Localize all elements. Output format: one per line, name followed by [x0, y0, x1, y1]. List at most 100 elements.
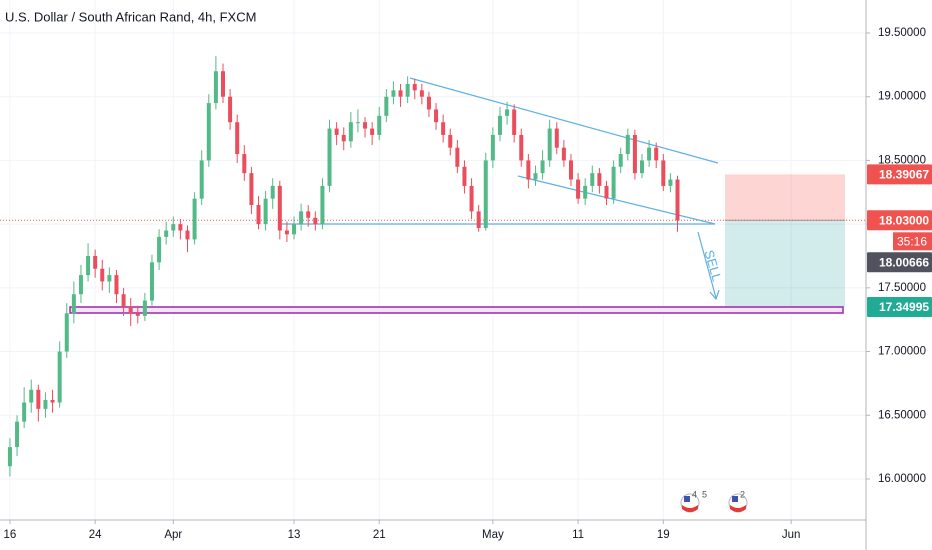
candle-body — [249, 173, 254, 206]
candle-body — [320, 185, 325, 225]
candle-body — [228, 96, 233, 123]
candle-body — [384, 96, 389, 116]
candle-body — [469, 185, 474, 212]
price-label: 18.00666 — [879, 255, 929, 269]
target-zone — [725, 220, 845, 307]
channel-lower — [517, 175, 716, 225]
candle-body — [455, 147, 460, 167]
candle-body — [554, 128, 559, 148]
candle-body — [377, 115, 382, 135]
chart-title: U.S. Dollar / South African Rand, 4h, FX… — [5, 9, 256, 24]
candle-body — [171, 224, 176, 231]
candle-body — [355, 122, 360, 124]
candle-body — [476, 211, 481, 228]
candle-body — [434, 109, 439, 123]
candle-body — [299, 211, 304, 225]
candle-body — [263, 198, 268, 225]
x-tick-label: May — [482, 529, 504, 541]
candle-body — [306, 211, 311, 218]
candle-body — [490, 134, 495, 161]
candle-body — [57, 351, 62, 403]
candle-body — [121, 294, 126, 307]
x-tick-label: 11 — [572, 529, 584, 541]
candle-body — [405, 83, 410, 97]
candle-body — [213, 71, 218, 104]
candle-body — [668, 179, 673, 186]
candle-body — [640, 160, 645, 174]
candle-body — [519, 134, 524, 161]
event-marker: 2 — [728, 489, 748, 513]
candle-body — [277, 185, 282, 231]
candle-body — [419, 90, 424, 97]
candle-body — [43, 399, 48, 409]
candle-body — [497, 115, 502, 135]
candle-body — [199, 160, 204, 199]
event-count: 5 — [702, 489, 707, 499]
price-label-bg — [867, 296, 932, 317]
candle-body — [327, 128, 332, 186]
x-tick-label: 13 — [288, 529, 301, 541]
candle-body — [107, 275, 112, 282]
y-tick-label: 18.50000 — [878, 154, 926, 166]
candle-body — [22, 402, 27, 422]
candle-body — [178, 224, 183, 231]
candle-body — [164, 230, 169, 237]
stop-zone — [725, 174, 845, 221]
support-zone — [69, 306, 844, 314]
candle-body — [625, 134, 630, 155]
candle-body — [149, 262, 154, 301]
candle-body — [242, 154, 247, 174]
candle-body — [597, 173, 602, 186]
candle-body — [533, 173, 538, 180]
candle-body — [561, 147, 566, 161]
candle-body — [157, 236, 162, 263]
candle-body — [284, 230, 289, 235]
event-flag-blue — [732, 496, 738, 502]
candle-body — [313, 217, 318, 225]
y-tick-label: 19.00000 — [878, 91, 926, 103]
candle-body — [647, 147, 652, 161]
candle-body — [128, 306, 133, 314]
y-tick-label: 17.00000 — [878, 346, 926, 358]
candle-body — [220, 71, 225, 97]
candle-body — [448, 134, 453, 148]
candle-body — [604, 185, 609, 199]
candle-body — [292, 224, 297, 235]
candle-body — [256, 205, 261, 225]
candle-body — [50, 399, 55, 403]
countdown-bg — [893, 232, 932, 251]
x-tick-label: 21 — [373, 529, 386, 541]
price-label: 18.39067 — [879, 168, 929, 182]
candle-body — [7, 447, 12, 467]
x-tick-label: 19 — [657, 529, 670, 541]
event-flag-blue — [684, 496, 690, 502]
x-tick-label: Apr — [164, 529, 182, 541]
candle-body — [370, 128, 375, 135]
candle-body — [36, 389, 41, 409]
candle-body — [114, 275, 119, 295]
candle-body — [78, 275, 83, 295]
candle-body — [391, 90, 396, 97]
candle-body — [334, 128, 339, 135]
price-label-bg — [867, 210, 932, 231]
annotation: SELL — [701, 248, 724, 283]
candle-body — [526, 160, 531, 180]
sell-arrow — [697, 231, 720, 301]
candle-body — [568, 160, 573, 180]
candle-body — [611, 166, 616, 199]
candle-body — [505, 109, 510, 116]
event-count: 2 — [740, 489, 745, 499]
y-tick-label: 19.50000 — [878, 27, 926, 39]
candle-body — [29, 389, 34, 403]
candle-body — [206, 103, 211, 161]
candle-body — [71, 294, 76, 314]
candle-body — [547, 128, 552, 161]
y-tick-label: 16.50000 — [878, 409, 926, 421]
candle-body — [398, 90, 403, 97]
candle-body — [632, 134, 637, 174]
y-tick-label: 17.50000 — [878, 282, 926, 294]
price-label: 17.34995 — [879, 300, 929, 314]
event-flag — [682, 505, 698, 512]
candle-body — [661, 160, 666, 186]
